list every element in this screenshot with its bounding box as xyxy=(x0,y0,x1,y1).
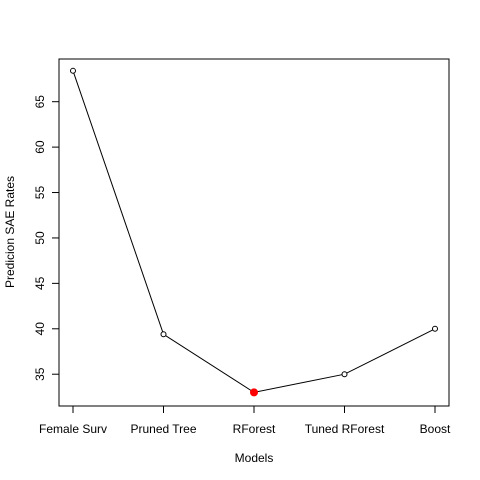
x-tick-label: Pruned Tree xyxy=(130,422,196,436)
y-tick-label: 65 xyxy=(33,95,47,109)
y-tick-label: 55 xyxy=(33,186,47,200)
data-point xyxy=(70,67,76,74)
y-axis-label: Predicion SAE Rates xyxy=(3,176,17,288)
x-tick-label: RForest xyxy=(233,422,276,436)
y-tick-label: 60 xyxy=(33,140,47,154)
y-tick-label: 40 xyxy=(33,322,47,336)
x-tick-label: Tuned RForest xyxy=(305,422,385,436)
x-tick-label: Female Surv xyxy=(39,422,107,436)
series-line xyxy=(72,70,436,393)
data-point xyxy=(341,371,348,378)
y-axis: 35 40 45 50 55 60 65 xyxy=(33,95,60,381)
y-tick-label: 50 xyxy=(33,231,47,245)
data-point xyxy=(432,325,438,332)
x-axis: Female Surv Pruned Tree RForest Tuned RFore… xyxy=(39,405,451,436)
x-axis-label: Models xyxy=(235,451,274,465)
data-points xyxy=(70,67,438,397)
plot-frame xyxy=(58,58,450,407)
data-point xyxy=(160,331,167,338)
y-tick-label: 35 xyxy=(33,367,47,381)
highlighted-data-point xyxy=(250,388,258,397)
y-tick-label: 45 xyxy=(33,276,47,290)
x-tick-label: Boost xyxy=(420,422,451,436)
